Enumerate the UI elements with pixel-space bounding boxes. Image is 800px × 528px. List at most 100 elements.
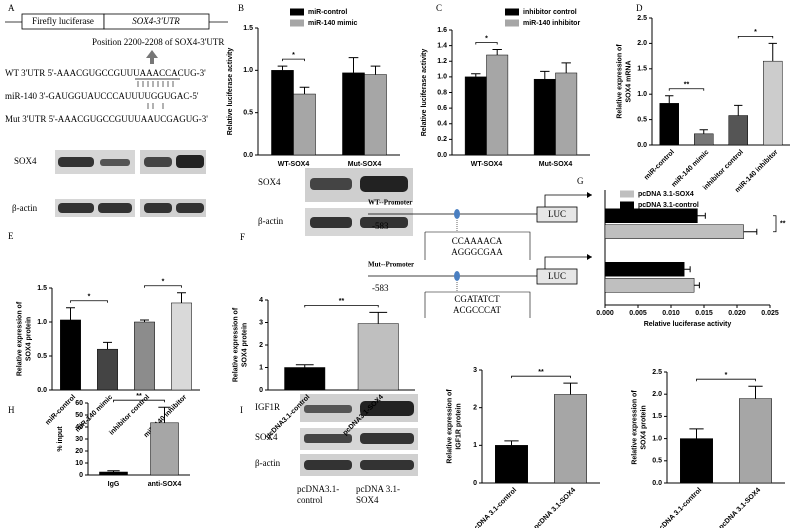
error-bar	[504, 440, 519, 446]
reporter-label: LUC	[548, 209, 566, 219]
start-label: -583	[372, 283, 389, 293]
band	[310, 178, 352, 190]
x-tick-label: pcDNA 3.1-SOX4	[533, 487, 577, 528]
band	[176, 155, 204, 168]
bar	[604, 224, 744, 239]
x-tick-label: miR-control	[643, 149, 676, 182]
significance: **	[780, 221, 786, 228]
band	[144, 203, 172, 213]
reporter-box	[536, 206, 578, 223]
chart: 0 10 20 30 40 50 60 % input IgG anti-SOX4 **	[57, 393, 190, 488]
lane-label: SOX4	[356, 495, 379, 505]
legend-swatch	[290, 8, 304, 16]
bar	[60, 319, 81, 391]
western-blot: SOX4 β-actin	[258, 168, 413, 236]
bar	[150, 422, 179, 476]
start-label: -583	[372, 221, 389, 231]
binding-site	[454, 209, 460, 219]
error-bar	[734, 104, 743, 116]
error-bar	[768, 42, 777, 62]
y-tick-label: 2	[259, 342, 263, 349]
comparison-bracket	[304, 304, 379, 308]
panel-label: G	[577, 176, 584, 186]
site-sequence: CCAAAACA	[452, 236, 503, 246]
comparison-bracket	[282, 58, 305, 62]
legend-label: miR-140 mimic	[308, 20, 358, 27]
y-tick-label: 0.0	[437, 152, 447, 159]
error-bar	[158, 406, 171, 423]
significance: **	[538, 369, 544, 376]
y-tick-label: 1.0	[437, 74, 447, 81]
bar	[533, 78, 556, 156]
band	[360, 217, 408, 228]
error-bar	[492, 49, 502, 55]
bar	[659, 103, 679, 146]
chart: 0.0 0.2 0.4 0.6 0.8 1.0 1.2 1.4 1.6 Relative luci…	[421, 8, 590, 168]
error-bar	[694, 282, 700, 289]
band	[144, 157, 172, 167]
site-sequence: AGGGCGAA	[451, 247, 503, 257]
band	[360, 433, 414, 444]
y-tick-label: 1.0	[652, 435, 662, 442]
comparison-bracket	[511, 375, 571, 379]
bar	[604, 278, 695, 293]
bar	[364, 74, 387, 156]
x-tick-label: anti-SOX4	[148, 481, 182, 488]
error-bar	[295, 364, 314, 368]
blot-label: SOX4	[258, 177, 281, 187]
y-tick-label: 3	[259, 319, 263, 326]
bar	[171, 302, 192, 391]
bar	[357, 323, 399, 391]
significance: *	[725, 372, 728, 379]
blot-label: IGF1R	[255, 402, 280, 412]
y-axis-label: % input	[57, 426, 64, 452]
x-tick-label: 0.015	[695, 310, 713, 317]
x-tick-label: Mut-SOX4	[539, 161, 573, 168]
y-tick-label: 1.4	[437, 42, 447, 49]
western-blot: SOX4 β-actin	[12, 150, 206, 217]
binding-site	[454, 271, 460, 281]
band	[58, 157, 94, 167]
y-axis-label: Relative expression of	[16, 301, 23, 376]
band	[304, 460, 352, 470]
bar	[271, 70, 294, 156]
error-bar	[684, 266, 691, 273]
y-tick-label: 0.6	[437, 105, 447, 112]
pairing	[147, 103, 164, 109]
y-tick-label: 2.0	[652, 391, 662, 398]
bar	[680, 438, 713, 484]
category-label: Mut--Promoter	[368, 261, 414, 269]
error-bar	[107, 470, 120, 472]
lane-label: control	[297, 495, 323, 505]
band	[58, 203, 94, 213]
error-bar	[277, 65, 288, 71]
significance: *	[88, 294, 91, 301]
x-tick-label: 0.005	[629, 310, 647, 317]
arrow-head	[587, 192, 592, 198]
error-bar	[471, 73, 481, 77]
y-axis-label: Relative expression of	[616, 44, 623, 119]
error-bar	[561, 62, 571, 73]
bar	[284, 367, 326, 391]
y-axis-label: Relative expression of	[232, 307, 239, 382]
blot-strip	[300, 454, 418, 476]
legend-swatch	[505, 19, 519, 27]
y-tick-label: 1.0	[637, 91, 647, 98]
lane-label: pcDNA 3.1-	[356, 484, 400, 494]
y-axis-label: SOX4 protein	[640, 405, 647, 449]
error-bar	[177, 292, 186, 303]
legend-label: inhibitor control	[523, 9, 577, 16]
x-tick-label: miR-140 mimic	[671, 149, 711, 189]
error-bar	[563, 382, 578, 395]
error-bar	[540, 70, 550, 80]
y-tick-label: 10	[75, 460, 83, 467]
construct-label: SOX4-3'UTR	[132, 16, 180, 26]
x-tick-label: 0.020	[728, 310, 746, 317]
y-tick-label: 1	[259, 364, 263, 371]
y-tick-label: 0	[473, 480, 477, 487]
legend-swatch	[620, 201, 634, 209]
legend-label: pcDNA 3.1-control	[638, 202, 699, 209]
y-axis-label: SOX4 protein	[241, 323, 248, 367]
bar	[342, 72, 365, 156]
